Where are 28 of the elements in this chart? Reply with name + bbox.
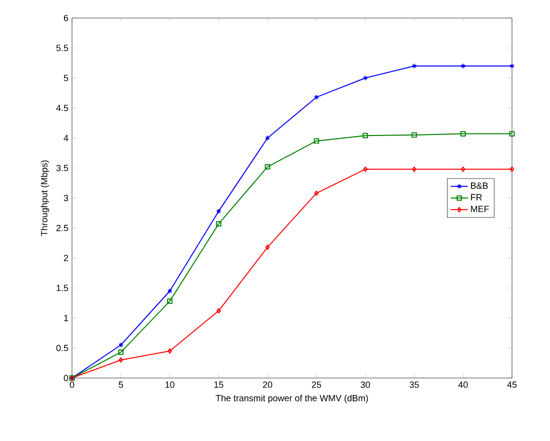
- y-tick-label: 1.5: [56, 284, 68, 292]
- x-tick-label: 20: [263, 382, 272, 388]
- y-tick-label: 3.5: [56, 164, 68, 172]
- x-tick-label: 5: [118, 382, 124, 388]
- x-tick-label: 10: [165, 382, 174, 388]
- x-tick-label: 40: [458, 382, 468, 388]
- x-tick-label: 15: [214, 382, 224, 388]
- y-axis-title: Throughput (Mbps): [40, 160, 50, 236]
- y-tick-label: 2.5: [56, 224, 68, 232]
- x-tick-label: 45: [507, 382, 517, 388]
- y-tick-label: 6: [64, 14, 68, 22]
- y-tick-label: 5: [64, 74, 68, 82]
- x-tick-label: 0: [70, 382, 74, 388]
- y-tick-label: 3: [64, 194, 68, 202]
- x-axis-title: The transmit power of the WMV (dBm): [216, 394, 368, 404]
- y-tick-label: 2: [64, 254, 68, 262]
- y-tick-label: 4: [64, 134, 68, 142]
- x-tick-label: 35: [410, 382, 419, 388]
- y-tick-label: 4.5: [56, 104, 68, 112]
- legend-label: MEF: [471, 206, 489, 212]
- y-tick-label: 5.5: [56, 44, 68, 52]
- y-tick-label: 0: [64, 374, 68, 382]
- legend-label: FR: [471, 194, 482, 200]
- y-tick-label: 1: [64, 314, 68, 322]
- x-tick-label: 25: [312, 382, 322, 388]
- legend-label: B&B: [471, 182, 488, 189]
- x-tick-label: 30: [360, 382, 370, 388]
- y-tick-label: 0.5: [56, 344, 68, 352]
